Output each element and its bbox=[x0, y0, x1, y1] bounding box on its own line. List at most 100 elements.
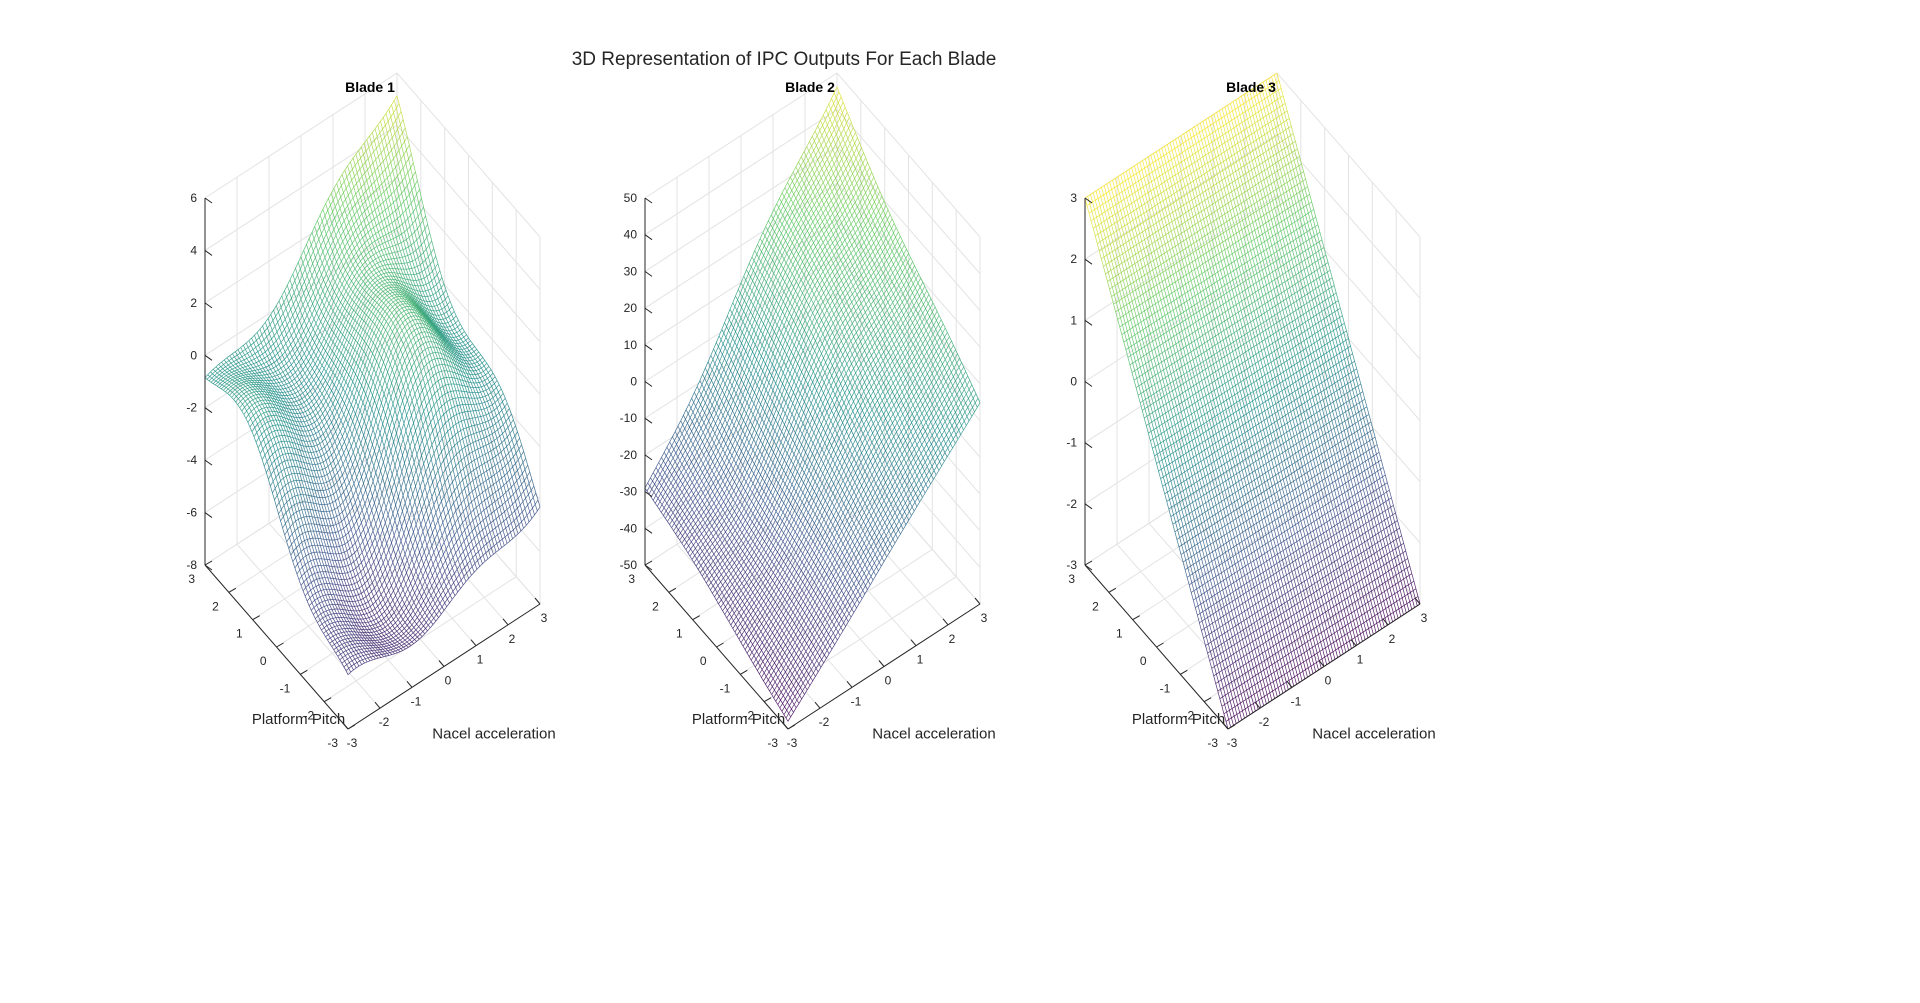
surface-segment bbox=[315, 545, 317, 552]
surface-segment bbox=[325, 257, 327, 263]
surface-segment bbox=[260, 401, 262, 404]
surface-segment bbox=[213, 384, 215, 385]
surface-segment bbox=[321, 402, 323, 406]
surface-segment bbox=[374, 219, 376, 226]
surface-segment bbox=[329, 519, 331, 526]
surface-segment bbox=[301, 518, 303, 525]
surface-segment bbox=[367, 511, 369, 518]
surface-segment bbox=[399, 647, 401, 649]
surface-segment bbox=[325, 360, 327, 363]
surface-segment bbox=[303, 451, 305, 457]
surface-segment bbox=[362, 477, 364, 484]
surface-segment bbox=[395, 640, 397, 642]
surface-segment bbox=[311, 287, 313, 292]
surface-segment bbox=[442, 452, 444, 461]
surface-segment bbox=[432, 615, 434, 618]
surface-segment bbox=[371, 340, 373, 343]
surface-segment bbox=[340, 609, 342, 613]
surface-segment bbox=[366, 476, 368, 483]
surface-segment bbox=[336, 432, 338, 437]
surface-segment bbox=[417, 588, 419, 593]
surface-segment bbox=[329, 489, 331, 496]
surface-segment bbox=[367, 334, 369, 337]
surface-segment bbox=[357, 432, 359, 438]
surface-segment bbox=[361, 254, 363, 258]
surface-segment bbox=[370, 549, 372, 555]
surface-segment bbox=[426, 419, 428, 427]
surface-segment bbox=[362, 430, 364, 436]
surface-segment bbox=[305, 397, 307, 401]
surface-segment bbox=[382, 324, 384, 327]
surface-segment bbox=[419, 621, 421, 624]
surface-segment bbox=[265, 371, 267, 374]
surface-segment bbox=[427, 616, 429, 619]
surface-segment bbox=[363, 643, 365, 646]
surface-segment bbox=[315, 343, 317, 347]
surface-segment bbox=[345, 393, 347, 397]
surface-segment bbox=[405, 320, 407, 324]
surface-segment bbox=[289, 340, 291, 345]
surface-segment bbox=[287, 325, 289, 330]
surface-segment bbox=[326, 595, 328, 600]
surface-segment bbox=[357, 647, 359, 650]
surface-segment bbox=[349, 286, 351, 289]
surface-segment bbox=[319, 341, 321, 345]
surface-segment bbox=[494, 484, 496, 492]
surface-segment bbox=[327, 444, 329, 449]
surface-segment bbox=[370, 166, 372, 174]
surface-segment bbox=[414, 462, 416, 470]
surface-segment bbox=[356, 287, 358, 290]
surface-segment bbox=[405, 640, 407, 642]
surface-segment bbox=[339, 257, 341, 262]
surface-segment bbox=[399, 424, 401, 431]
surface-segment bbox=[437, 499, 439, 507]
surface-segment bbox=[314, 422, 316, 427]
surface-segment bbox=[365, 162, 367, 170]
surface-segment bbox=[278, 346, 280, 351]
surface-segment bbox=[308, 502, 310, 509]
surface-segment bbox=[243, 368, 245, 370]
surface-segment bbox=[300, 526, 302, 533]
surface-segment bbox=[369, 561, 371, 567]
surface-segment bbox=[296, 406, 298, 410]
surface-segment bbox=[307, 400, 309, 404]
surface-segment bbox=[379, 449, 381, 456]
surface-segment bbox=[403, 316, 405, 320]
surface-segment bbox=[318, 592, 320, 597]
surface-segment bbox=[252, 390, 254, 392]
surface-segment bbox=[379, 252, 381, 257]
surface-segment bbox=[374, 517, 376, 524]
surface-segment bbox=[303, 474, 305, 481]
surface-segment bbox=[335, 509, 337, 516]
surface-segment bbox=[344, 317, 346, 320]
surface-segment bbox=[281, 386, 283, 389]
surface-segment bbox=[421, 338, 423, 343]
surface-segment bbox=[401, 541, 403, 548]
surface-segment bbox=[400, 629, 402, 632]
surface-segment bbox=[313, 567, 315, 573]
surface-segment bbox=[422, 495, 424, 503]
surface-segment bbox=[341, 302, 343, 305]
surface-segment bbox=[390, 269, 392, 273]
surface-segment bbox=[316, 559, 318, 566]
surface-segment bbox=[418, 494, 420, 502]
surface-segment bbox=[365, 262, 367, 266]
surface-segment bbox=[354, 187, 356, 194]
surface-segment bbox=[406, 340, 408, 345]
surface-segment bbox=[441, 418, 443, 427]
surface-segment bbox=[371, 646, 373, 648]
surface-segment bbox=[324, 369, 326, 372]
surface-segment bbox=[362, 246, 364, 251]
surface-segment bbox=[355, 295, 357, 298]
surface-segment bbox=[407, 642, 409, 644]
surface-segment bbox=[306, 446, 308, 452]
surface-segment bbox=[315, 309, 317, 314]
surface-segment bbox=[392, 296, 394, 298]
surface-segment bbox=[366, 643, 368, 646]
surface-segment bbox=[286, 476, 288, 483]
surface-segment bbox=[353, 292, 355, 295]
surface-segment bbox=[457, 414, 459, 422]
surface-segment bbox=[341, 385, 343, 389]
surface-segment bbox=[404, 567, 406, 573]
surface-segment bbox=[345, 573, 347, 579]
